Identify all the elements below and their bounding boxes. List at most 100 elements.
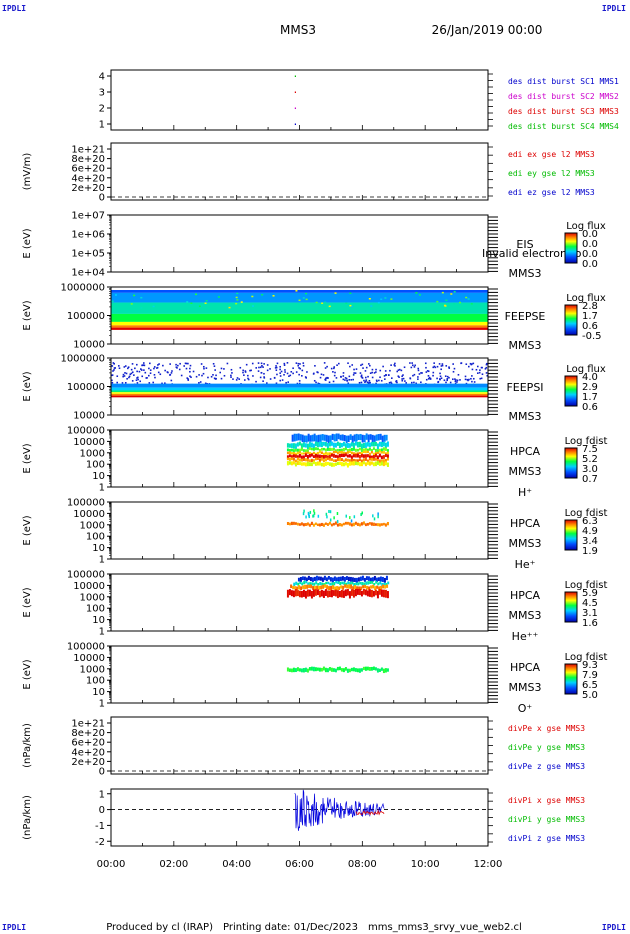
- hpca-cell: [368, 442, 371, 448]
- spectrogram-speck: [187, 362, 189, 365]
- colorbar-title: Log flux: [566, 293, 606, 304]
- spectrogram-speck: [348, 375, 351, 378]
- hpca-cell: [359, 581, 362, 585]
- hpca-cell: [305, 435, 308, 443]
- hpca-cell: [378, 586, 381, 591]
- hpca-cell: [296, 455, 299, 460]
- spectrogram-speck: [355, 368, 358, 370]
- hpca-cell: [290, 457, 293, 461]
- hpca-cell: [354, 668, 357, 672]
- hpca-cell: [294, 462, 297, 467]
- footer-filename: mms_mms3_srvy_vue_web2.cl: [368, 922, 522, 933]
- spacecraft-label: MMS3: [509, 465, 542, 478]
- hpca-cell: [335, 581, 338, 584]
- spectrogram-speck: [465, 296, 468, 299]
- spectrogram-speck: [148, 382, 151, 384]
- hpca-cell: [384, 452, 387, 455]
- hpca-cell: [334, 459, 337, 462]
- spectrogram-speck: [344, 377, 347, 379]
- hpca-cell: [376, 585, 379, 589]
- spectrogram-speck: [230, 368, 233, 371]
- spectrogram-speck: [393, 364, 396, 366]
- spectrogram-speck: [475, 368, 478, 371]
- hpca-cell: [354, 585, 357, 590]
- spectrogram-speck: [349, 304, 352, 307]
- spectrogram-speck: [444, 375, 447, 377]
- spectrogram-speck: [301, 369, 304, 372]
- burst-point: [294, 107, 296, 109]
- hpca-cell: [314, 441, 317, 447]
- hpca-cell: [355, 433, 358, 442]
- hpca-cell: [345, 435, 348, 444]
- spectrogram-speck: [469, 362, 472, 365]
- panel-feeps-i: 1000000 100000 10000 E (eV) FEEPSI MMS3 Log fl…: [22, 354, 606, 424]
- spectrogram-speck: [380, 298, 383, 301]
- spectrogram-speck: [457, 373, 460, 376]
- hpca-cell: [294, 452, 297, 456]
- hpca-cell: [352, 460, 355, 466]
- hpca-cell: [326, 590, 329, 598]
- spectrogram-speck: [440, 368, 442, 371]
- hpca-cell: [346, 449, 349, 453]
- hpca-cell: [317, 576, 320, 581]
- spectrogram-speck: [473, 381, 476, 383]
- spectrogram-speck: [395, 380, 397, 383]
- hpca-cell: [292, 457, 295, 461]
- spectrogram-speck: [131, 380, 134, 382]
- hpca-cell: [318, 461, 321, 466]
- spectrogram-speck: [465, 382, 468, 385]
- feeps-e-ylabel: E (eV): [22, 300, 33, 330]
- spectrogram-speck: [332, 380, 335, 383]
- colorbar-title: Log fdist: [565, 652, 608, 663]
- spectrogram-speck: [365, 380, 367, 383]
- hpca-cell: [288, 454, 291, 458]
- spectrogram-speck: [299, 367, 301, 370]
- colorbar-tick-label: 3.4: [582, 536, 598, 547]
- hpca-cell: [339, 581, 342, 586]
- y-tick-label: 10000: [73, 411, 105, 422]
- hpca-cell: [368, 455, 371, 459]
- hpca-cell: [300, 586, 303, 591]
- spectrogram-speck: [198, 374, 200, 376]
- hpca-cell: [373, 435, 376, 443]
- hpca-cell: [312, 666, 315, 672]
- hpca-cell: [307, 582, 310, 585]
- hpca-cell: [354, 588, 357, 597]
- spectrogram-speck: [485, 363, 488, 366]
- hpca-cell: [350, 519, 353, 523]
- hpca-cell: [330, 453, 333, 457]
- hpca-cell: [361, 575, 364, 581]
- spectrogram-speck: [415, 382, 417, 385]
- spectrogram-speck: [375, 368, 377, 371]
- hpca-cell: [362, 442, 365, 449]
- hpca-cell: [384, 442, 387, 449]
- hpca-cell: [332, 668, 335, 672]
- hpca-cell: [288, 443, 291, 448]
- hpca-cell: [286, 521, 289, 526]
- spectrogram-speck: [456, 379, 459, 382]
- spectrogram-speck: [128, 376, 130, 379]
- spectrogram-speck: [136, 370, 138, 373]
- y-tick-label: 100000: [67, 382, 105, 393]
- hpca-cell: [324, 451, 327, 455]
- hpca-cell: [356, 441, 359, 448]
- spectrogram-speck: [292, 367, 294, 370]
- hpca-cell: [344, 458, 347, 462]
- colorbar-tick-label: 5.2: [582, 454, 598, 465]
- hpca-cell: [374, 589, 377, 596]
- panel-eis: 1e+07 1e+06 1e+05 1e+04 E (eV) EIS MMS3 Invalid…: [22, 211, 606, 281]
- spectrogram-speck: [333, 367, 335, 370]
- spectrogram-speck: [367, 382, 370, 385]
- hpca-cell: [313, 582, 316, 586]
- hpca-cell: [376, 459, 379, 463]
- spectrogram-speck: [154, 376, 156, 379]
- spectrogram-speck: [269, 368, 271, 370]
- hpca-cell: [294, 586, 297, 590]
- species-label: H⁺: [518, 486, 532, 499]
- hpca-cell: [366, 461, 369, 465]
- spectrogram-speck: [323, 362, 326, 364]
- hpca-cell: [337, 576, 340, 582]
- y-tick-label: 100000: [67, 570, 105, 581]
